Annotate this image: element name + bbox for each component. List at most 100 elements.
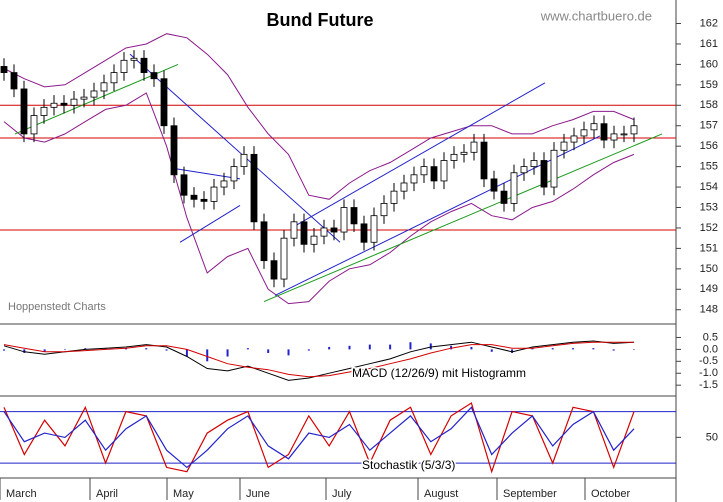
candle-body	[70, 98, 78, 106]
histogram-bar	[165, 349, 168, 351]
histogram-bar	[592, 348, 595, 350]
histogram-bar	[43, 349, 46, 352]
candle-body	[410, 174, 418, 184]
y-tick-label: 0.0	[703, 343, 718, 355]
histogram-bar	[246, 348, 249, 350]
y-tick-label: 150	[700, 263, 718, 275]
source: www.chartbuero.de	[540, 8, 652, 23]
x-tick-label: June	[246, 488, 270, 500]
histogram-bar	[63, 349, 66, 350]
y-tick-label: 0.5	[703, 331, 718, 343]
candle-body	[610, 133, 618, 141]
histogram-bar	[287, 349, 290, 356]
candle-body	[30, 115, 38, 135]
histogram-bar	[23, 349, 26, 353]
histogram-bar	[348, 345, 351, 350]
histogram-bar	[368, 344, 371, 350]
y-tick-label: 149	[700, 283, 718, 295]
panel-label: MACD (12/26/9) mit Histogramm	[352, 366, 526, 380]
x-tick-label: August	[424, 488, 458, 500]
macd-line	[3, 341, 634, 378]
histogram-bar	[307, 349, 310, 351]
candle-body	[300, 221, 308, 245]
chart-title: Bund Future	[267, 10, 374, 30]
candle-body	[290, 221, 298, 239]
candle-body	[440, 160, 448, 182]
candle-body	[220, 180, 228, 188]
histogram-bar	[470, 346, 473, 350]
candle-body	[20, 88, 28, 135]
candle-body	[480, 141, 488, 180]
y-tick-label: 148	[700, 304, 718, 316]
candle-body	[250, 153, 258, 223]
candle-body	[260, 221, 268, 262]
trend-line	[174, 168, 241, 180]
candle-body	[180, 174, 188, 196]
candle-body	[100, 82, 108, 92]
trend-line	[179, 205, 241, 243]
candle-body	[120, 59, 128, 73]
candle-body	[590, 123, 598, 131]
y-tick-label: 160	[700, 58, 718, 70]
candle-body	[320, 227, 328, 237]
candle-body	[310, 235, 318, 245]
histogram-bar	[490, 349, 493, 352]
y-tick-label: 151	[700, 242, 718, 254]
histogram-bar	[206, 349, 209, 362]
x-tick-label: March	[6, 488, 37, 500]
candle-body	[60, 102, 68, 106]
candle-body	[200, 198, 208, 202]
histogram-bar	[612, 349, 615, 351]
y-tick-label: 158	[700, 99, 718, 111]
candle-body	[530, 160, 538, 168]
histogram-bar	[409, 342, 412, 350]
histogram-bar	[328, 346, 331, 350]
y-tick-label: 162	[700, 17, 718, 29]
candle-body	[150, 72, 158, 80]
histogram-bar	[84, 348, 87, 350]
candle-body	[490, 178, 498, 192]
candle-body	[630, 125, 638, 135]
candle-body	[40, 106, 48, 116]
x-tick-label: May	[173, 488, 194, 500]
histogram-bar	[633, 349, 635, 350]
y-tick-label: 156	[700, 140, 718, 152]
candle-body	[160, 78, 168, 127]
candle-body	[380, 203, 388, 217]
candle-body	[270, 260, 278, 280]
candle-body	[570, 135, 578, 143]
candle-body	[130, 57, 138, 61]
x-tick-label: July	[332, 488, 352, 500]
candle-body	[510, 172, 518, 204]
y-tick-label: -0.5	[699, 355, 718, 367]
x-tick-label: April	[96, 488, 118, 500]
x-tick-label: October	[591, 488, 630, 500]
histogram-bar	[104, 348, 107, 350]
y-tick-label: 50	[706, 431, 718, 443]
bollinger-band	[3, 92, 635, 305]
candle-body	[190, 194, 198, 200]
credit: Hoppenstedt Charts	[8, 301, 106, 313]
candle-body	[450, 153, 458, 161]
y-tick-label: 152	[700, 222, 718, 234]
candle-body	[280, 237, 288, 280]
candle-body	[540, 160, 548, 188]
y-tick-label: 161	[700, 38, 718, 50]
candle-body	[600, 123, 608, 141]
candle-body	[110, 72, 118, 84]
histogram-bar	[3, 349, 5, 351]
histogram-bar	[429, 343, 432, 350]
histogram-bar	[450, 345, 453, 350]
histogram-bar	[572, 348, 575, 350]
candle-body	[50, 102, 58, 108]
candle-body	[0, 66, 8, 73]
candle-body	[580, 129, 588, 137]
candle-body	[460, 151, 468, 155]
candle-body	[500, 190, 508, 204]
candle-body	[520, 166, 528, 174]
y-tick-label: 153	[700, 201, 718, 213]
y-tick-label: 155	[700, 161, 718, 173]
